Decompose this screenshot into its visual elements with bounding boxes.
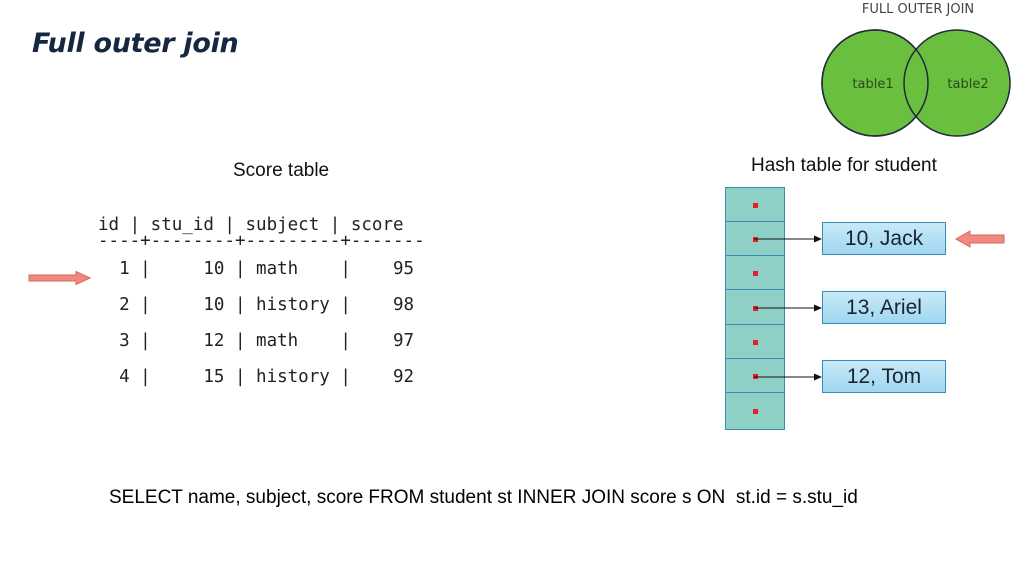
sql-query: SELECT name, subject, score FROM student… — [109, 487, 858, 508]
hash-bucket — [726, 256, 784, 290]
hash-node: 13, Ariel — [822, 291, 946, 324]
bucket-pointer-icon — [753, 306, 758, 311]
venn-diagram: table1 table2 — [821, 29, 1011, 137]
current-row-arrow-icon — [28, 271, 92, 285]
venn-circle-right — [903, 29, 1011, 137]
bucket-pointer-icon — [753, 340, 758, 345]
hash-table — [725, 187, 785, 430]
venn-right-label: table2 — [947, 77, 988, 92]
hash-node: 10, Jack — [822, 222, 946, 255]
bucket-pointer-icon — [753, 271, 758, 276]
hash-bucket — [726, 394, 784, 428]
hash-bucket — [726, 325, 784, 359]
score-row: 3 | 12 | math | 97 — [98, 331, 415, 351]
hash-node: 12, Tom — [822, 360, 946, 393]
bucket-pointer-icon — [753, 374, 758, 379]
score-row: 2 | 10 | history | 98 — [98, 295, 415, 315]
hash-table-caption: Hash table for student — [751, 155, 937, 176]
score-table-separator: ----+--------+---------+------- — [98, 231, 425, 251]
bucket-pointer-icon — [753, 409, 758, 414]
hash-bucket — [726, 359, 784, 393]
hash-bucket — [726, 291, 784, 325]
bucket-pointer-icon — [753, 237, 758, 242]
venn-label: FULL OUTER JOIN — [861, 2, 975, 17]
hash-bucket — [726, 222, 784, 256]
bucket-pointer-icon — [753, 203, 758, 208]
score-row: 4 | 15 | history | 92 — [98, 367, 415, 387]
score-table: id | stu_id | subject | score ----+------… — [98, 207, 425, 395]
hash-bucket — [726, 188, 784, 222]
slide-title: Full outer join — [32, 28, 239, 59]
score-row: 1 | 10 | math | 95 — [98, 259, 415, 279]
score-table-header: id | stu_id | subject | score — [98, 215, 404, 235]
venn-left-label: table1 — [852, 77, 893, 92]
lookup-arrow-icon — [954, 230, 1005, 248]
score-table-caption: Score table — [233, 160, 330, 181]
